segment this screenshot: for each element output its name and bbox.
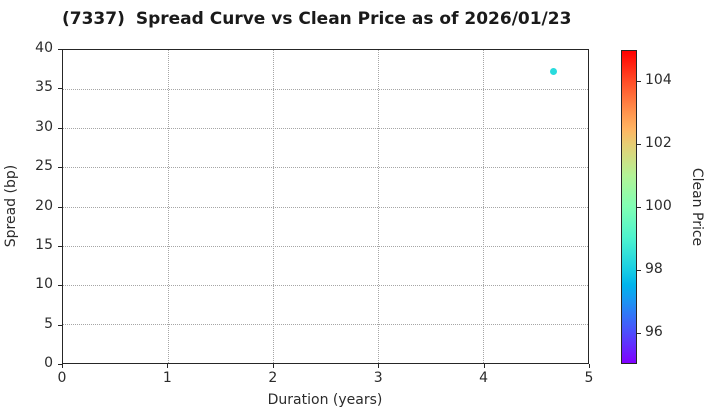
y-tick-label: 30 <box>35 118 53 135</box>
x-tick-label: 1 <box>162 370 172 386</box>
y-tick-mark <box>58 127 62 129</box>
y-tick-label: 40 <box>35 40 53 56</box>
chart-title-text: Spread Curve vs Clean Price as of 2026/0… <box>135 9 572 29</box>
y-tick-mark <box>58 245 62 247</box>
y-tick-label: 5 <box>44 315 53 332</box>
y-gridline <box>63 245 588 247</box>
x-tick-mark <box>272 364 274 368</box>
y-tick-label: 10 <box>35 276 53 293</box>
y-gridline <box>63 206 588 208</box>
chart-title-ticker: (7337) <box>62 9 125 29</box>
x-tick-label: 4 <box>479 370 489 386</box>
y-tick-mark <box>58 285 62 287</box>
y-gridline <box>63 284 588 286</box>
y-gridline <box>63 167 588 169</box>
x-tick-label: 0 <box>57 370 67 386</box>
colorbar-tick-mark <box>637 144 641 146</box>
colorbar-tick-label: 102 <box>645 135 672 152</box>
colorbar-tick-label: 104 <box>645 72 672 89</box>
colorbar-tick-label: 96 <box>645 323 663 340</box>
colorbar-tick-mark <box>637 207 641 208</box>
x-tick-mark <box>589 364 590 368</box>
y-tick-mark <box>58 206 62 208</box>
y-tick-label: 20 <box>35 197 53 214</box>
colorbar-tick-label: 100 <box>645 198 672 214</box>
y-tick-mark <box>58 324 62 326</box>
colorbar-tick-mark <box>637 332 641 334</box>
colorbar-tick-mark <box>637 269 641 271</box>
x-tick-label: 2 <box>268 370 278 386</box>
colorbar-label: Clean Price <box>689 167 705 247</box>
chart-title: (7337) Spread Curve vs Clean Price as of … <box>62 9 571 29</box>
y-tick-mark <box>58 364 62 365</box>
y-gridline <box>63 128 588 130</box>
colorbar-tick-label: 98 <box>645 260 663 277</box>
plot-area <box>62 49 589 364</box>
y-tick-label: 15 <box>35 236 53 253</box>
x-tick-label: 5 <box>584 370 594 386</box>
x-tick-mark <box>167 364 169 368</box>
scatter-point <box>549 67 557 75</box>
x-tick-mark <box>378 364 380 368</box>
colorbar-tick-mark <box>637 81 641 83</box>
y-tick-label: 0 <box>44 355 53 371</box>
colorbar-gradient <box>621 50 637 364</box>
y-tick-label: 25 <box>35 158 53 175</box>
y-gridline <box>63 323 588 325</box>
x-tick-mark <box>62 364 63 368</box>
x-axis-label: Duration (years) <box>267 392 383 408</box>
y-tick-label: 35 <box>35 79 53 96</box>
y-tick-mark <box>58 88 62 90</box>
x-tick-label: 3 <box>373 370 383 386</box>
y-tick-mark <box>58 167 62 169</box>
y-gridline <box>63 89 588 91</box>
y-tick-mark <box>58 49 62 50</box>
x-tick-mark <box>483 364 485 368</box>
